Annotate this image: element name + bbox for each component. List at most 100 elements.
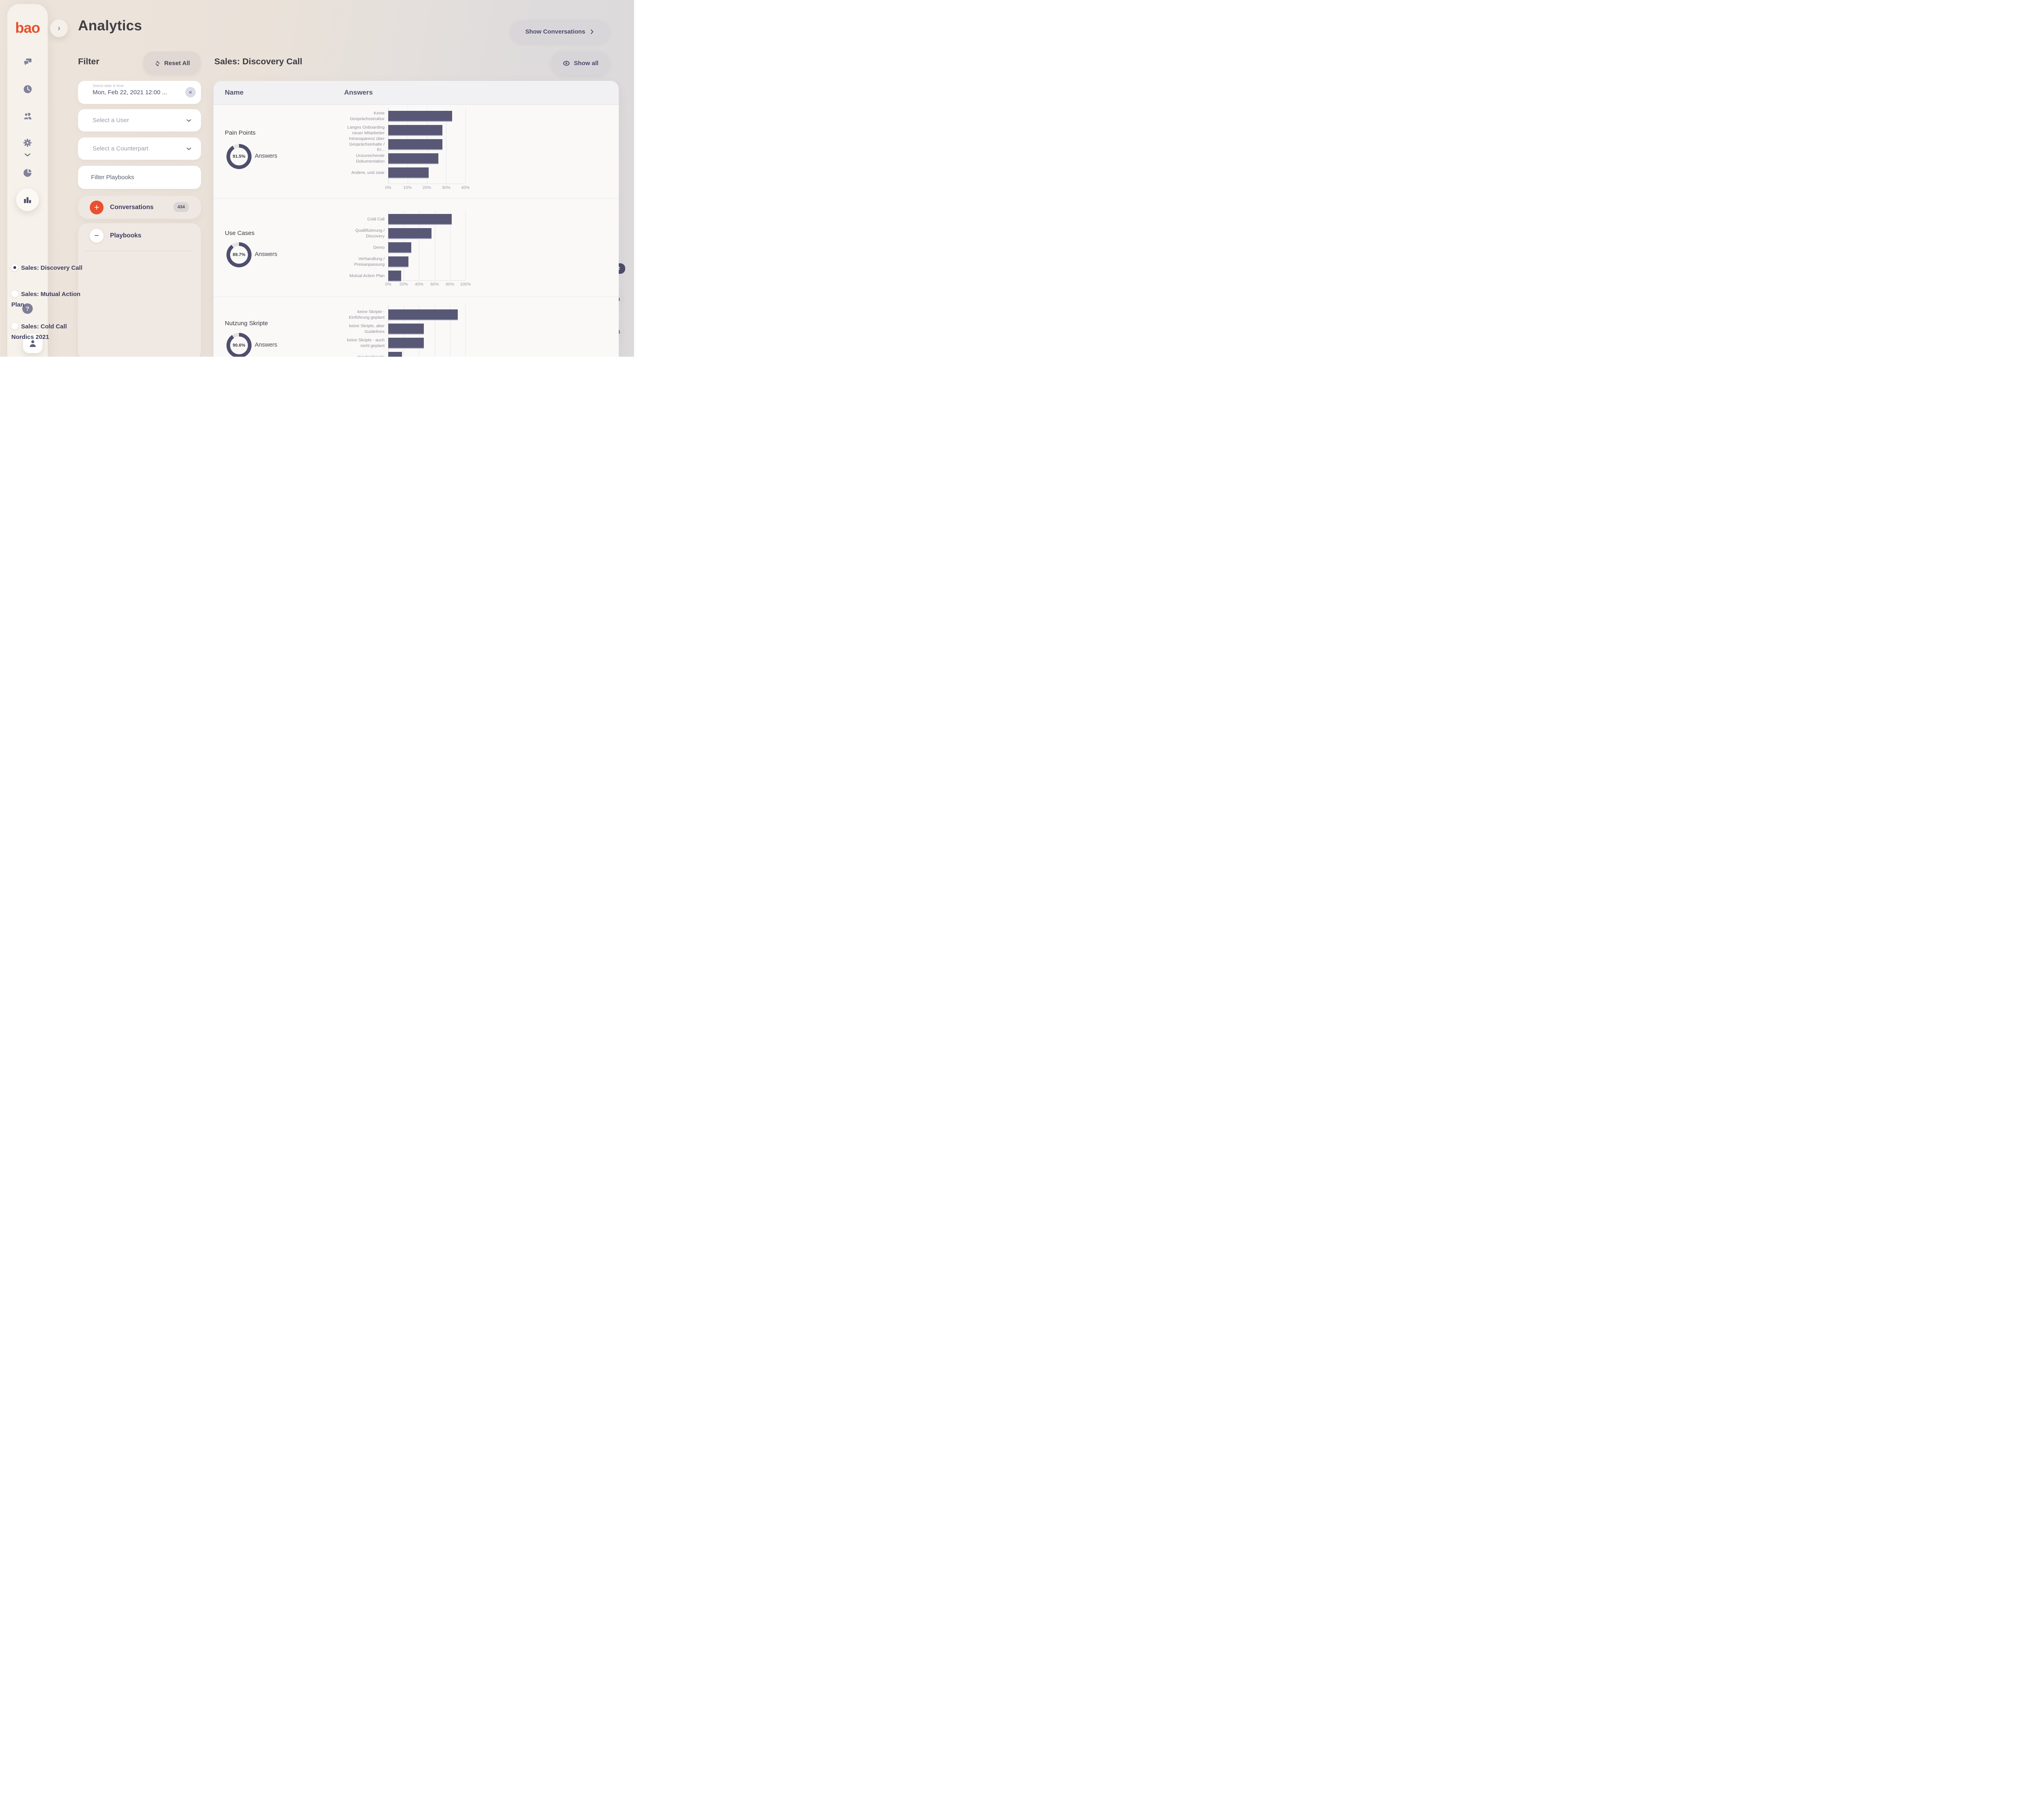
answer-rate-value: 91.5% — [233, 154, 245, 159]
history-clock-icon[interactable] — [7, 80, 48, 98]
filter-heading: Filter — [78, 57, 99, 66]
question-name: Pain Points — [225, 129, 256, 136]
contacts-users-icon[interactable] — [7, 107, 48, 125]
table-row: Nutzung Skripte 90.6% Answers keine Skri… — [214, 296, 619, 357]
sidebar: bao — [7, 4, 48, 357]
playbook-item-mutual-action-plan[interactable]: Sales: Mutual Action Plan — [11, 290, 80, 308]
bar-label: Intransparenz über Gesprächsinhalte / Er… — [349, 136, 385, 152]
settings-gear-icon[interactable] — [7, 134, 48, 152]
playbook-item-cold-call-nordics[interactable]: Sales: Cold Call Nordics 2021 — [11, 323, 67, 341]
radio-unselected[interactable] — [11, 290, 18, 297]
reports-pie-icon[interactable] — [7, 164, 48, 182]
radio-unselected[interactable] — [11, 323, 18, 330]
bar-label: keine Skripte, aber Guidelines — [349, 324, 385, 334]
counterpart-select[interactable]: Select a Counterpart — [78, 138, 201, 160]
collapse-minus-icon[interactable]: − — [90, 229, 104, 243]
bar — [388, 125, 442, 136]
chart-bars: Keine Gesprächsstruktur Langes Onboardin… — [342, 109, 465, 180]
analytics-bars-icon[interactable] — [7, 191, 48, 209]
bar-label: Andere, und zwar — [351, 170, 385, 175]
bar — [388, 139, 442, 150]
collapse-chevron-icon: › — [57, 23, 61, 33]
chevron-down-icon — [186, 146, 192, 152]
bar — [388, 352, 402, 357]
show-all-button[interactable]: Show all — [552, 51, 609, 75]
reset-all-label: Reset All — [164, 60, 190, 67]
answer-rate-donut: 91.5% — [226, 144, 252, 169]
chevron-right-icon — [590, 29, 594, 34]
playbooks-label: Playbooks — [110, 232, 142, 239]
analytics-page: bao — [0, 0, 634, 357]
user-select-placeholder: Select a User — [93, 117, 129, 124]
answers-table: Name Answers Pain Points 91.5% Answers K… — [214, 81, 619, 357]
bar — [388, 324, 424, 334]
person-icon — [30, 340, 36, 347]
bar-label: Verhandlung / Preisanpassung — [354, 256, 385, 267]
bar — [388, 242, 412, 253]
x-axis-ticks: 0% 10% 20% 30% 40% — [385, 185, 470, 190]
user-select[interactable]: Select a User — [78, 109, 201, 131]
table-row: Pain Points 91.5% Answers Keine Gespräch… — [214, 104, 619, 198]
bar-chart: Cold Call Quallifizierung / Discovery De… — [342, 199, 619, 297]
refresh-icon — [156, 61, 159, 67]
conversations-label: Conversations — [110, 203, 154, 211]
column-header-answers: Answers — [344, 89, 373, 96]
chart-bars: Cold Call Quallifizierung / Discovery De… — [342, 212, 465, 283]
playbooks-panel: − Playbooks — [78, 223, 201, 357]
x-axis-ticks: 0% 20% 40% 60% 80% 100% — [385, 282, 471, 287]
bar-label: Langes Onboarding neuer MItarbeiter — [347, 125, 385, 135]
eye-icon — [563, 61, 570, 66]
clear-date-button[interactable]: × — [185, 87, 196, 97]
filter-playbooks-input[interactable]: Filter Playbooks — [78, 166, 201, 189]
radio-selected[interactable] — [11, 264, 18, 271]
answer-rate-value: 90.6% — [233, 343, 245, 348]
question-name: Use Cases — [225, 230, 255, 237]
selected-playbook-title: Sales: Discovery Call — [214, 57, 302, 66]
account-button[interactable] — [23, 334, 42, 353]
date-field-value: Mon, Feb 22, 2021 12:00 ... — [93, 89, 167, 96]
close-icon: × — [188, 89, 192, 95]
help-icon[interactable]: ? — [7, 303, 48, 314]
bar-label: Cold Call — [367, 216, 385, 222]
table-row: Use Cases 89.7% Answers Cold Call Qualli… — [214, 198, 619, 297]
bar-label: Unzureichende Dokumentation — [356, 153, 385, 164]
answers-label: Answers — [255, 153, 277, 159]
sidebar-collapse-button[interactable]: › — [50, 19, 68, 37]
conversations-toggle[interactable]: + Conversations 434 — [78, 196, 201, 219]
date-time-field[interactable]: Select date & time Mon, Feb 22, 2021 12:… — [78, 81, 201, 104]
reset-all-button[interactable]: Reset All — [143, 51, 201, 75]
help-glyph: ? — [25, 305, 30, 312]
answer-rate-value: 89.7% — [233, 252, 245, 257]
expand-plus-icon[interactable]: + — [90, 200, 104, 214]
chevron-down-icon[interactable] — [7, 148, 48, 162]
bar — [388, 214, 452, 225]
answer-rate-donut: 89.7% — [226, 242, 252, 267]
bar-label: Mutual Action Plan — [349, 273, 385, 278]
show-conversations-label: Show Conversations — [525, 28, 586, 35]
bar — [388, 256, 408, 267]
bar-label: keine Skripte - auch nicht geplant — [347, 338, 385, 348]
counterpart-select-placeholder: Select a Counterpart — [93, 145, 148, 152]
bar — [388, 228, 431, 239]
conversations-count-badge: 434 — [173, 202, 189, 212]
show-all-label: Show all — [574, 60, 599, 67]
bar — [388, 167, 429, 178]
show-conversations-button[interactable]: Show Conversations — [511, 20, 609, 43]
conversations-icon[interactable] — [7, 53, 48, 71]
date-field-label: Select date & time — [93, 84, 124, 88]
bar — [388, 338, 424, 349]
bar-label: keine Skripte - Einführung geplant — [349, 309, 385, 320]
answers-label: Answers — [255, 251, 277, 258]
question-name: Nutzung Skripte — [225, 320, 268, 327]
chevron-down-icon — [186, 117, 192, 124]
bar — [388, 309, 458, 320]
table-header: Name Answers — [214, 81, 619, 105]
bar-label: Keine Gesprächsstruktur — [350, 111, 385, 121]
bar — [388, 111, 452, 122]
filter-playbooks-value: Filter Playbooks — [91, 174, 134, 181]
bar-label: standardisierte — [342, 355, 388, 357]
playbook-item-discovery-call[interactable]: Sales: Discovery Call — [11, 263, 88, 273]
bar-label: Quallifizierung / Discovery — [355, 228, 385, 239]
column-header-name: Name — [225, 89, 244, 96]
answer-rate-donut: 90.6% — [226, 333, 252, 357]
